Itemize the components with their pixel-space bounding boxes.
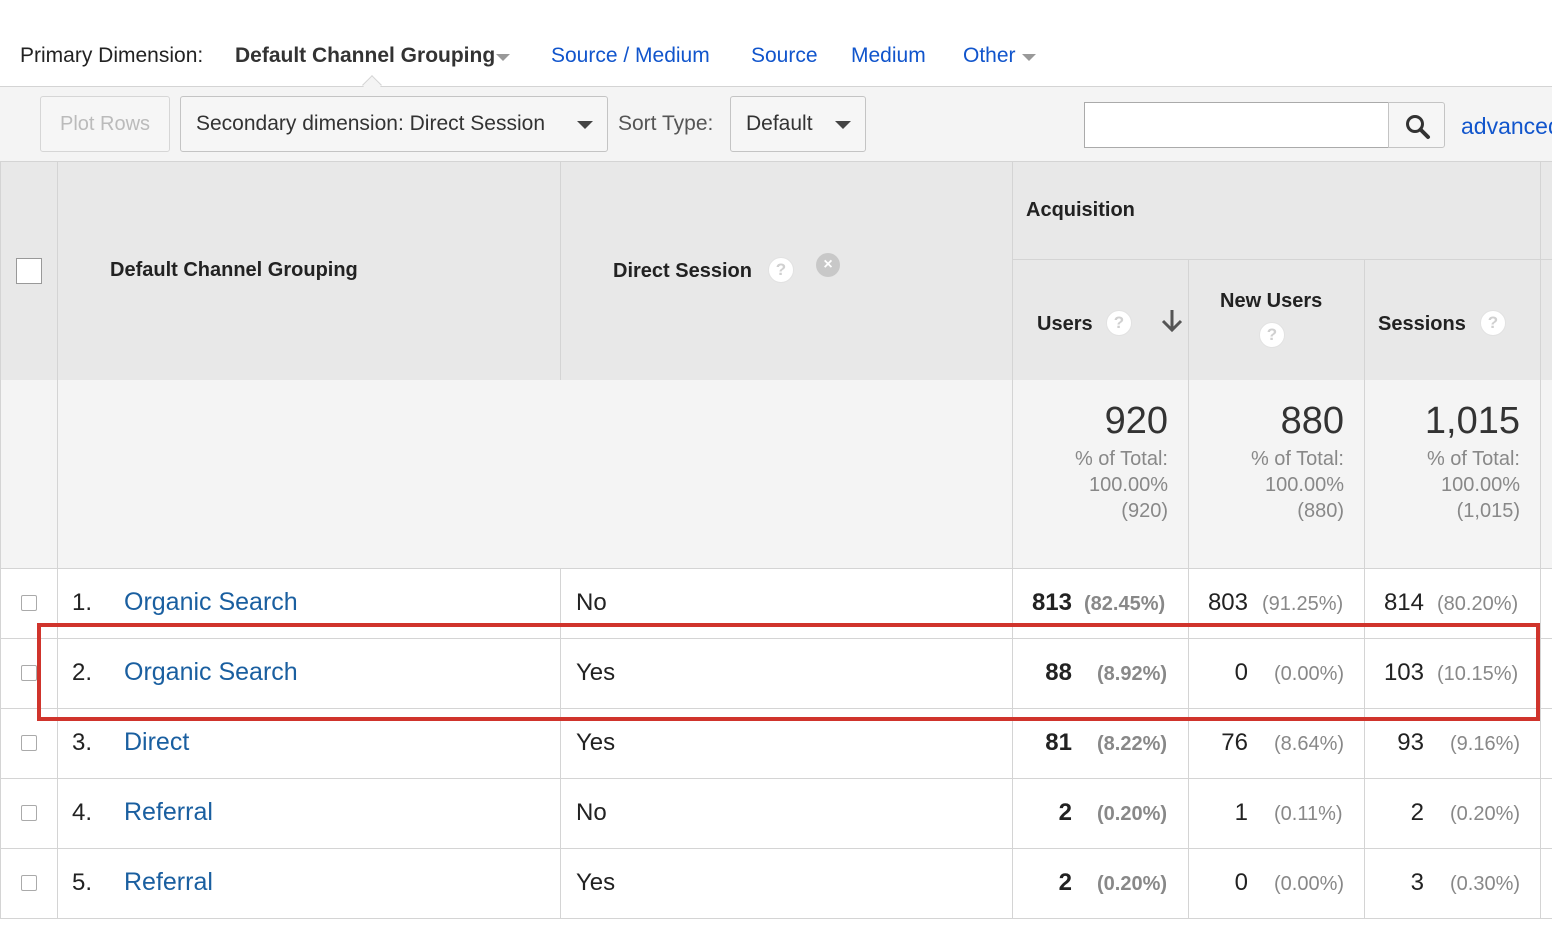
row-direct-session: No bbox=[576, 799, 607, 826]
total-sessions-pct: % of Total: 100.00% (1,015) bbox=[1426, 448, 1520, 522]
header-direct-session[interactable]: Direct Session bbox=[613, 260, 752, 282]
total-new-users: 880 bbox=[1280, 400, 1344, 442]
row-users: 2 bbox=[1058, 799, 1072, 826]
total-users-pct: % of Total: 100.00% (920) bbox=[1074, 448, 1168, 522]
row-new-users-pct: (0.11%) bbox=[1274, 803, 1343, 825]
row-highlight-annotation bbox=[37, 623, 1540, 721]
row-new-users-pct: (8.64%) bbox=[1274, 733, 1345, 755]
search-button[interactable] bbox=[1388, 102, 1445, 148]
dimension-link-medium[interactable]: Medium bbox=[851, 44, 926, 67]
row-direct-session: Yes bbox=[576, 659, 616, 686]
row-number: 4. bbox=[72, 799, 93, 826]
chevron-down-icon bbox=[577, 121, 593, 129]
row-users: 81 bbox=[1045, 729, 1072, 756]
row-users-pct: (8.92%) bbox=[1097, 663, 1168, 685]
row-channel-link[interactable]: Referral bbox=[124, 868, 213, 896]
row-users-pct: (0.20%) bbox=[1097, 803, 1168, 825]
row-users: 813 bbox=[1031, 589, 1072, 616]
row-new-users-pct: (0.00%) bbox=[1274, 873, 1345, 895]
row-sessions-pct: (80.20%) bbox=[1437, 593, 1519, 615]
table-toolbar: Plot Rows Secondary dimension: Direct Se… bbox=[0, 86, 1552, 162]
row-users: 88 bbox=[1045, 659, 1072, 686]
help-icon[interactable]: ? bbox=[1106, 310, 1132, 336]
row-direct-session: Yes bbox=[576, 729, 616, 756]
row-channel-link[interactable]: Direct bbox=[124, 728, 190, 756]
total-users: 920 bbox=[1104, 400, 1168, 442]
row-users: 2 bbox=[1058, 869, 1072, 896]
row-number: 1. bbox=[72, 589, 93, 616]
row-sessions-pct: (0.30%) bbox=[1450, 873, 1521, 895]
advanced-filter-link[interactable]: advanced bbox=[1461, 113, 1552, 139]
primary-dimension-active[interactable]: Default Channel Grouping bbox=[235, 44, 496, 67]
dimension-link-source[interactable]: Source bbox=[751, 44, 818, 67]
sort-type-label: Sort Type: bbox=[618, 112, 714, 135]
select-all-checkbox[interactable] bbox=[16, 258, 42, 284]
remove-dimension-icon[interactable]: × bbox=[816, 253, 840, 277]
row-sessions: 103 bbox=[1383, 659, 1424, 686]
sort-type-value: Default bbox=[746, 112, 813, 135]
row-channel-link[interactable]: Referral bbox=[124, 798, 213, 826]
header-sessions[interactable]: Sessions bbox=[1378, 313, 1466, 335]
row-new-users: 0 bbox=[1234, 659, 1248, 686]
search-icon bbox=[1406, 115, 1430, 139]
chevron-down-icon[interactable] bbox=[1022, 54, 1036, 61]
data-table: Default Channel Grouping Direct Session … bbox=[0, 162, 1552, 926]
help-icon[interactable]: ? bbox=[768, 257, 794, 283]
secondary-dimension-label: Secondary dimension: Direct Session bbox=[196, 112, 546, 135]
row-checkbox[interactable] bbox=[21, 805, 37, 821]
row-number: 3. bbox=[72, 729, 93, 756]
sort-descending-icon[interactable] bbox=[1160, 308, 1184, 334]
row-sessions: 2 bbox=[1410, 799, 1424, 826]
row-checkbox[interactable] bbox=[21, 735, 37, 751]
sort-type-dropdown[interactable]: Default bbox=[730, 96, 866, 152]
row-new-users-pct: (91.25%) bbox=[1262, 593, 1344, 615]
row-users-pct: (82.45%) bbox=[1084, 593, 1166, 615]
row-checkbox[interactable] bbox=[21, 595, 37, 611]
primary-dimension-bar: Primary Dimension: Default Channel Group… bbox=[0, 0, 1552, 86]
row-new-users: 1 bbox=[1234, 799, 1248, 826]
row-sessions: 3 bbox=[1410, 869, 1424, 896]
row-channel-link[interactable]: Organic Search bbox=[124, 588, 298, 616]
dimension-link-other[interactable]: Other bbox=[963, 44, 1016, 67]
plot-rows-button[interactable]: Plot Rows bbox=[40, 96, 170, 152]
help-icon[interactable]: ? bbox=[1259, 322, 1285, 348]
chevron-down-icon[interactable] bbox=[496, 54, 510, 61]
row-direct-session: Yes bbox=[576, 869, 616, 896]
row-users-pct: (0.20%) bbox=[1097, 873, 1168, 895]
dimension-link-source-medium[interactable]: Source / Medium bbox=[551, 44, 710, 67]
header-default-channel-grouping[interactable]: Default Channel Grouping bbox=[110, 259, 358, 281]
header-acquisition: Acquisition bbox=[1026, 199, 1135, 221]
primary-dimension-label: Primary Dimension: bbox=[20, 44, 204, 67]
row-new-users: 803 bbox=[1207, 589, 1248, 616]
row-new-users-pct: (0.00%) bbox=[1274, 663, 1345, 685]
row-sessions: 93 bbox=[1397, 729, 1424, 756]
row-checkbox[interactable] bbox=[21, 875, 37, 891]
row-sessions-pct: (10.15%) bbox=[1437, 663, 1519, 685]
header-users[interactable]: Users bbox=[1037, 313, 1093, 335]
row-channel-link[interactable]: Organic Search bbox=[124, 658, 298, 686]
chevron-down-icon bbox=[835, 121, 851, 129]
row-direct-session: No bbox=[576, 589, 607, 616]
table-search-input[interactable] bbox=[1084, 102, 1389, 148]
row-number: 5. bbox=[72, 869, 93, 896]
header-new-users[interactable]: New Users bbox=[1220, 290, 1323, 312]
row-number: 2. bbox=[72, 659, 93, 686]
totals-row bbox=[0, 380, 1552, 568]
secondary-dimension-dropdown[interactable]: Secondary dimension: Direct Session bbox=[180, 96, 608, 152]
help-icon[interactable]: ? bbox=[1480, 310, 1506, 336]
row-sessions-pct: (0.20%) bbox=[1450, 803, 1521, 825]
row-sessions-pct: (9.16%) bbox=[1450, 733, 1521, 755]
total-sessions: 1,015 bbox=[1424, 400, 1520, 442]
row-checkbox[interactable] bbox=[21, 665, 37, 681]
row-users-pct: (8.22%) bbox=[1097, 733, 1168, 755]
row-sessions: 814 bbox=[1383, 589, 1424, 616]
row-new-users: 0 bbox=[1234, 869, 1248, 896]
total-new-users-pct: % of Total: 100.00% (880) bbox=[1250, 448, 1344, 522]
row-new-users: 76 bbox=[1221, 729, 1248, 756]
